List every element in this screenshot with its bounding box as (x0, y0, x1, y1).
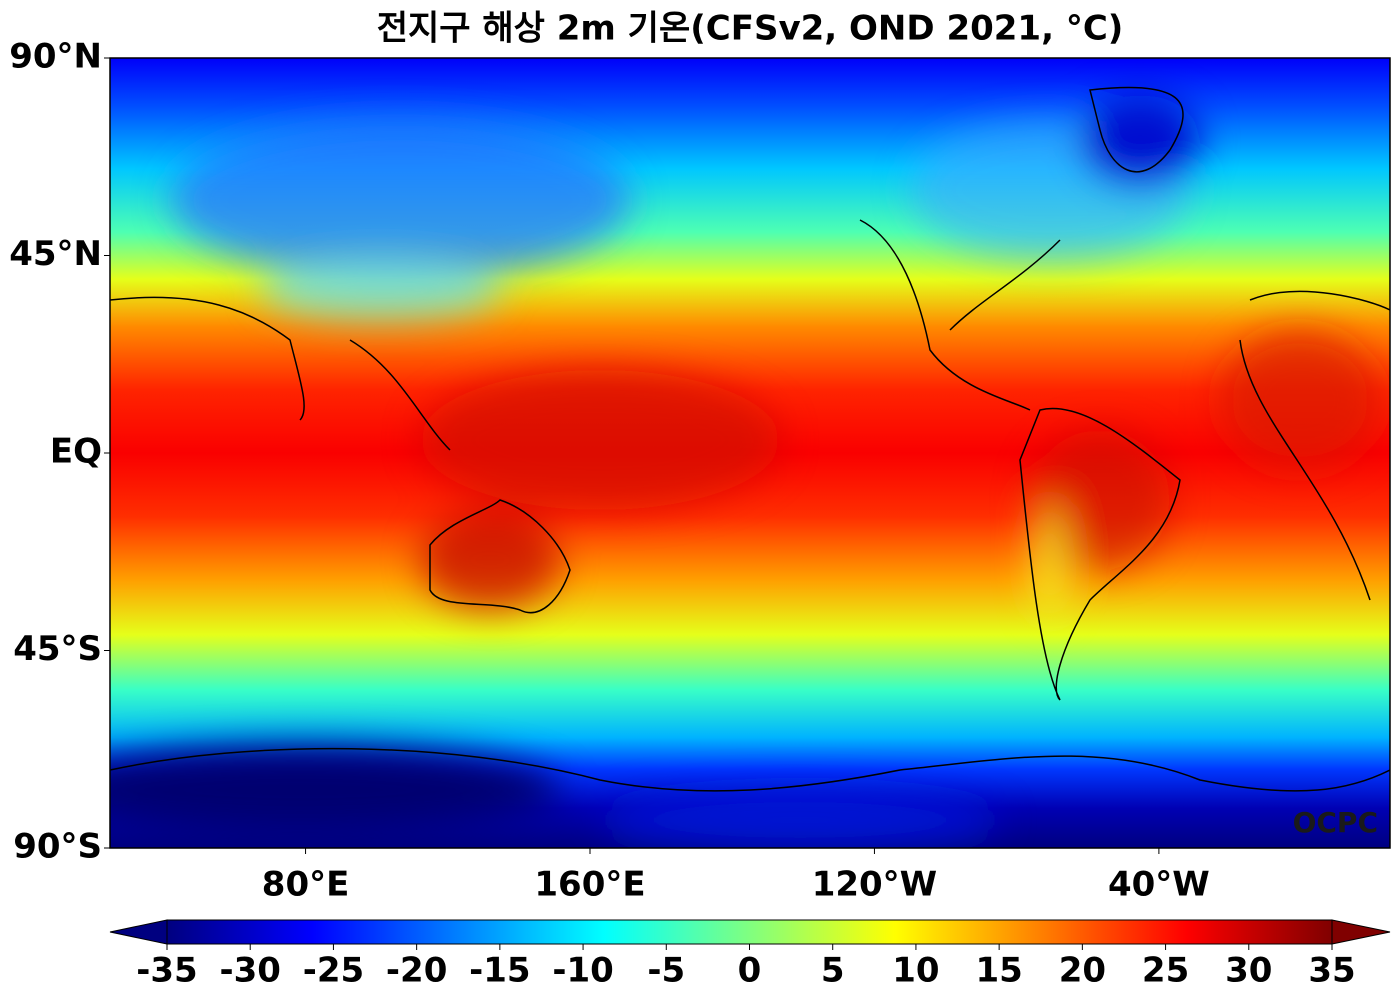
colorbar-extend-low (109, 919, 168, 945)
temperature-field (110, 58, 1390, 848)
x-tick-label: 160°E (534, 865, 645, 905)
watermark: OCPC (1293, 806, 1378, 839)
y-tick-label: 90°N (9, 37, 102, 77)
colorbar-tick-label: -20 (386, 951, 447, 991)
colorbar-tick-label: 10 (892, 951, 939, 991)
y-tick-label: 45°N (9, 234, 102, 274)
map-title: 전지구 해상 2m 기온(CFSv2, OND 2021, °C) (377, 9, 1124, 49)
x-tick-label: 120°W (812, 865, 937, 905)
y-tick-label: 90°S (13, 827, 102, 867)
colorbar-tick-label: 30 (1225, 951, 1272, 991)
colorbar-tick-label: 25 (1142, 951, 1189, 991)
field-anomalies (110, 95, 1380, 848)
colorbar (166, 919, 1333, 945)
x-tick-label: 80°E (262, 865, 350, 905)
colorbar-tick-label: 20 (1059, 951, 1106, 991)
colorbar-tick-label: -15 (469, 951, 530, 991)
y-tick-label: EQ (50, 432, 102, 472)
colorbar-tick-label: -10 (552, 951, 613, 991)
colorbar-extend-high (1331, 919, 1391, 945)
x-tick-label: 40°W (1108, 865, 1210, 905)
colorbar-tick-label: 5 (821, 951, 845, 991)
coastlines (110, 86, 1390, 792)
colorbar-tick-label: 15 (975, 951, 1022, 991)
colorbar-tick-label: 35 (1308, 951, 1355, 991)
y-tick-label: 45°S (13, 629, 102, 669)
colorbar-tick-label: -30 (219, 951, 280, 991)
colorbar-tick-label: -5 (647, 951, 685, 991)
colorbar-tick-label: -25 (303, 951, 364, 991)
colorbar-tick-label: 0 (738, 951, 762, 991)
colorbar-tick-label: -35 (136, 951, 197, 991)
